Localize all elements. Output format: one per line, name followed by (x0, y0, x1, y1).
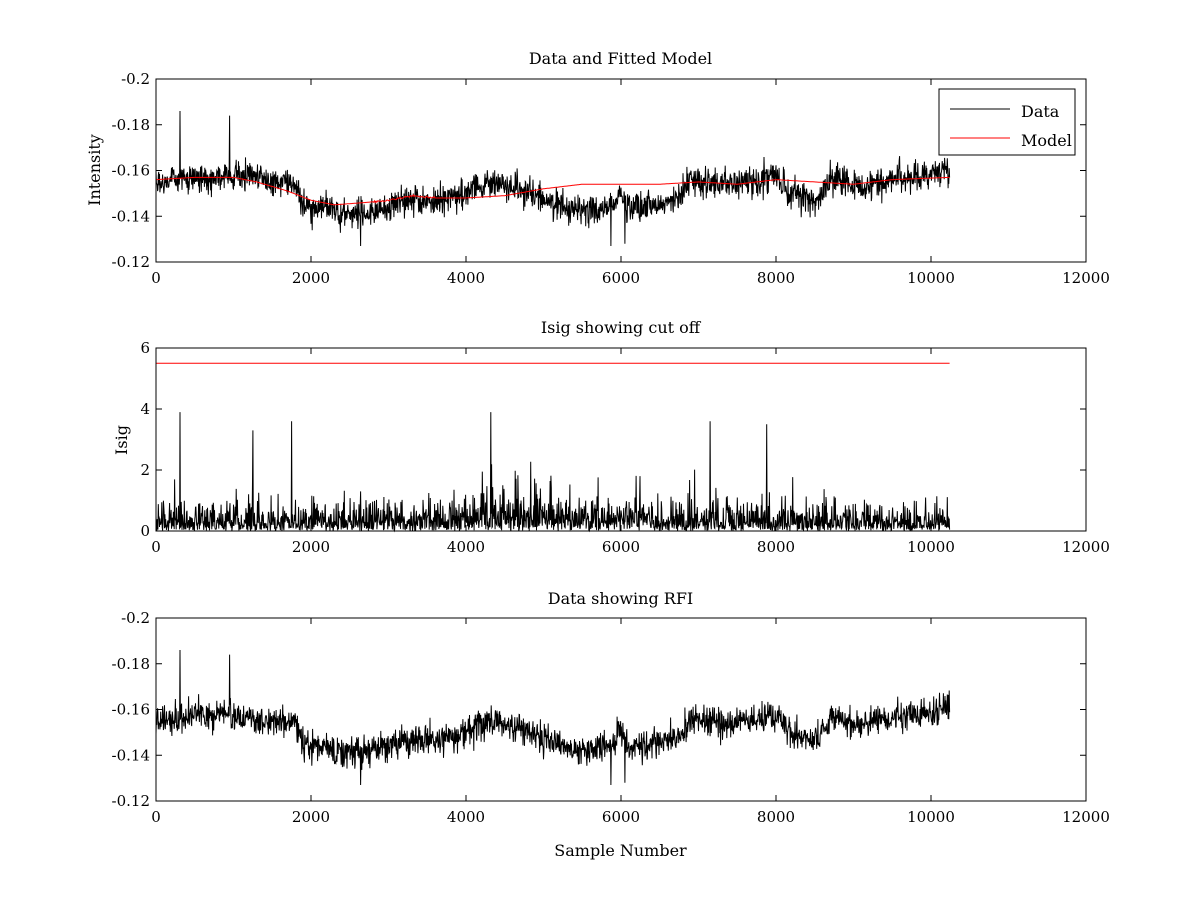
x-tick-label: 10000 (907, 538, 955, 556)
x-tick-label: 0 (151, 269, 161, 287)
x-tick-label: 10000 (907, 808, 955, 826)
panel-3-xlabel: Sample Number (554, 841, 687, 860)
panel-2-plot-area (155, 362, 951, 533)
x-tick-label: 4000 (447, 808, 485, 826)
x-tick-label: 8000 (757, 538, 795, 556)
x-tick-label: 0 (151, 538, 161, 556)
panel-2-series-line-0 (155, 412, 951, 533)
y-tick-label: -0.14 (112, 207, 150, 225)
panel-data-rfi: Data showing RFI Sample Number 0 2000 4000… (112, 589, 1110, 860)
x-tick-label: 2000 (292, 269, 330, 287)
legend-data-label: Data (1021, 102, 1060, 121)
panel-1-title: Data and Fitted Model (529, 49, 712, 68)
y-tick-label: 0 (140, 522, 150, 540)
x-tick-label: 8000 (757, 808, 795, 826)
x-tick-label: 6000 (602, 808, 640, 826)
y-tick-label: 6 (140, 339, 150, 357)
x-tick-label: 12000 (1062, 808, 1110, 826)
panel-2-ylabel: Isig (112, 425, 131, 455)
y-tick-label: -0.2 (121, 70, 150, 88)
x-tick-label: 10000 (907, 269, 955, 287)
y-tick-label: -0.2 (121, 609, 150, 627)
legend-model-label: Model (1021, 131, 1072, 150)
y-tick-label: -0.12 (112, 792, 150, 810)
x-tick-label: 12000 (1062, 538, 1110, 556)
panel-isig-cutoff: Isig showing cut off Isig 0 2000 4000 6000 8… (112, 318, 1110, 556)
y-tick-label: -0.14 (112, 746, 150, 764)
y-tick-label: -0.16 (112, 701, 150, 719)
panel-data-and-model: Data and Fitted Model Intensity Data Mod… (85, 49, 1110, 287)
panel-3-plot-area (155, 649, 951, 786)
panel-3-title: Data showing RFI (548, 589, 693, 608)
y-tick-label: -0.12 (112, 253, 150, 271)
x-tick-label: 4000 (447, 538, 485, 556)
y-tick-label: -0.18 (112, 116, 150, 134)
panel-1-series-data (155, 110, 951, 247)
x-tick-label: 4000 (447, 269, 485, 287)
panel-2-title: Isig showing cut off (541, 318, 702, 337)
panel-1-series-model (155, 176, 950, 206)
y-tick-label: -0.16 (112, 162, 150, 180)
y-tick-label: 4 (140, 400, 150, 418)
panel-1-plot-area (155, 110, 951, 247)
x-tick-label: 12000 (1062, 269, 1110, 287)
x-tick-label: 6000 (602, 538, 640, 556)
x-tick-label: 8000 (757, 269, 795, 287)
x-tick-label: 6000 (602, 269, 640, 287)
x-tick-label: 2000 (292, 538, 330, 556)
x-tick-label: 0 (151, 808, 161, 826)
legend-box (938, 88, 1076, 156)
panel-1-ylabel: Intensity (85, 134, 104, 206)
y-tick-label: -0.18 (112, 655, 150, 673)
y-tick-label: 2 (140, 461, 150, 479)
panel-1-legend: Data Model (938, 88, 1076, 156)
x-tick-label: 2000 (292, 808, 330, 826)
panel-3-series-line-0 (155, 649, 951, 786)
